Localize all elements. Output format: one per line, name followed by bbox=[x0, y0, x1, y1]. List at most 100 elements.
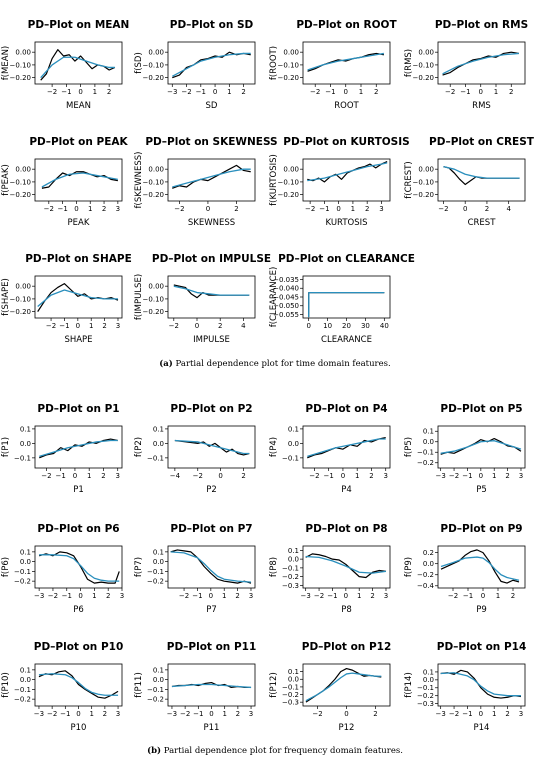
x-tick-label: −3 bbox=[167, 88, 177, 96]
x-tick-label: 1 bbox=[494, 88, 498, 96]
x-tick-label: −3 bbox=[436, 710, 446, 718]
plot-title: PD–Plot on P2 bbox=[170, 403, 252, 415]
x-axis-label: P14 bbox=[474, 723, 490, 733]
pd-plot-p11: PD–Plot on P11 −3 −2 −1 0 1 2 3 0.1 0.0 −0.1 −0.2 P1… bbox=[134, 641, 256, 733]
y-tick-label: 0.00 bbox=[15, 166, 31, 174]
x-tick-label: −2 bbox=[174, 205, 184, 213]
smooth-line bbox=[41, 172, 118, 188]
y-tick-label: 0.0 bbox=[153, 440, 164, 448]
pd-plot-p1: PD–Plot on P1 −2 −1 0 1 2 3 0.1 0.0 −0.1 P1 f(P1) bbox=[1, 403, 123, 495]
pd-plot-p14: PD–Plot on P14 −3 −2 −1 0 1 2 3 0.10.0−0.1−0.2−0… bbox=[404, 641, 526, 733]
y-axis-label: f(MEAN) bbox=[1, 46, 11, 81]
x-tick-label: 2 bbox=[365, 205, 369, 213]
plot-frame bbox=[437, 158, 526, 202]
plot-title: PD–Plot on SHAPE bbox=[25, 253, 132, 265]
y-axis-label: f(SD) bbox=[134, 52, 144, 74]
x-tick-label: −2 bbox=[46, 322, 56, 330]
x-tick-label: 0 bbox=[76, 322, 80, 330]
x-tick-label: −3 bbox=[301, 592, 311, 600]
x-tick-label: −2 bbox=[449, 710, 459, 718]
plot-title: PD–Plot on P7 bbox=[170, 523, 252, 535]
pd-line bbox=[307, 52, 384, 72]
pd-plot-p7: PD–Plot on P7 −2 −1 0 1 2 3 0.1 0.0 −0.1 −0.2 P7 f(P… bbox=[134, 523, 256, 615]
x-tick-label: 0 bbox=[479, 710, 483, 718]
smooth-line bbox=[305, 672, 382, 702]
caption-frequency-domain: (b) Partial dependence plot for frequenc… bbox=[147, 745, 403, 756]
x-tick-label: 3 bbox=[519, 472, 523, 480]
pd-plot-peak: PD–Plot on PEAK −2 −1 0 1 2 3 0.00 −0.10 −0.20 PEA… bbox=[1, 136, 129, 228]
y-tick-label: −0.1 bbox=[417, 449, 434, 457]
x-tick-label: −2 bbox=[448, 592, 458, 600]
y-tick-label: −0.2 bbox=[147, 578, 164, 586]
caption-time-domain: (a) Partial dependence plot for time dom… bbox=[159, 358, 390, 369]
smooth-line bbox=[173, 285, 250, 296]
y-tick-label: −0.1 bbox=[147, 686, 164, 694]
x-tick-label: −2 bbox=[169, 322, 179, 330]
x-tick-label: 4 bbox=[241, 322, 246, 330]
pd-line bbox=[37, 283, 119, 312]
x-axis-label: P9 bbox=[476, 605, 487, 615]
smooth-line bbox=[39, 554, 120, 582]
smooth-line bbox=[307, 162, 388, 182]
y-tick-label: 0.1 bbox=[288, 547, 299, 555]
pd-plot-p6: PD–Plot on P6 −3 −2 −1 0 1 2 3 0.1 0.0 −0.1 −0.2 P6 f… bbox=[1, 523, 124, 615]
x-tick-label: 1 bbox=[87, 472, 91, 480]
y-axis-label: f(P1) bbox=[1, 437, 11, 457]
plot-frame bbox=[34, 158, 123, 202]
x-axis-label: CREST bbox=[468, 218, 497, 228]
pd-line bbox=[305, 667, 382, 703]
y-tick-label: 0.0 bbox=[20, 440, 31, 448]
y-axis-label: f(IMPULSE) bbox=[134, 274, 144, 320]
pd-plot-p12: PD–Plot on P12 −2 0 2 0.10.0−0.1−0.2−0.3 P12 f… bbox=[269, 641, 391, 733]
y-tick-label: 0.00 bbox=[418, 49, 434, 57]
y-tick-label: 0.1 bbox=[288, 668, 299, 676]
x-tick-label: 20 bbox=[342, 322, 351, 330]
smooth-line bbox=[307, 438, 386, 458]
y-tick-label: −0.2 bbox=[147, 696, 164, 704]
x-tick-label: 2 bbox=[241, 472, 245, 480]
x-tick-label: −2 bbox=[193, 472, 203, 480]
y-tick-label: −0.20 bbox=[10, 191, 31, 199]
plot-frame bbox=[437, 545, 526, 589]
x-tick-label: 2 bbox=[485, 205, 489, 213]
y-tick-label: −0.2 bbox=[282, 573, 299, 581]
plot-title: PD–Plot on CREST bbox=[429, 136, 535, 148]
x-tick-label: 3 bbox=[383, 472, 387, 480]
pd-plot-rms: PD–Plot on RMS −2 −1 0 1 2 0.00 −0.10 −0.20 RMS f(… bbox=[404, 19, 528, 111]
y-tick-label: 0.1 bbox=[20, 425, 31, 433]
y-axis-label: f(ROOT) bbox=[269, 46, 279, 80]
x-axis-label: P1 bbox=[73, 485, 84, 495]
pd-line bbox=[170, 549, 252, 584]
x-tick-label: 1 bbox=[492, 472, 496, 480]
x-tick-label: 0 bbox=[344, 710, 348, 718]
plot-title: PD–Plot on RMS bbox=[435, 19, 528, 31]
x-tick-label: 3 bbox=[249, 710, 253, 718]
plot-frame bbox=[34, 545, 123, 589]
x-tick-label: 0 bbox=[206, 205, 210, 213]
smooth-line bbox=[440, 440, 522, 454]
x-tick-label: 0 bbox=[73, 472, 77, 480]
y-tick-label: 0.0 bbox=[288, 676, 299, 684]
y-tick-label: −0.20 bbox=[413, 191, 434, 199]
y-tick-label: −0.035 bbox=[273, 276, 299, 284]
y-tick-label: −0.10 bbox=[10, 178, 31, 186]
x-axis-label: PEAK bbox=[68, 218, 90, 228]
x-tick-label: 2 bbox=[369, 472, 373, 480]
plot-frame bbox=[302, 158, 391, 202]
pd-line bbox=[440, 669, 522, 699]
pd-line bbox=[38, 551, 120, 584]
smooth-line bbox=[172, 168, 251, 188]
y-tick-label: 0.0 bbox=[423, 438, 434, 446]
pd-line bbox=[440, 549, 520, 584]
y-tick-label: 0.1 bbox=[423, 668, 434, 676]
x-tick-label: 0 bbox=[341, 472, 345, 480]
x-axis-label: SD bbox=[206, 101, 218, 111]
x-tick-label: 1 bbox=[357, 592, 361, 600]
y-tick-label: −0.10 bbox=[413, 178, 434, 186]
y-axis-label: f(SKEWNESS) bbox=[134, 152, 144, 209]
smooth-line bbox=[308, 291, 385, 318]
smooth-line bbox=[37, 289, 118, 308]
x-tick-label: 1 bbox=[89, 322, 93, 330]
y-axis-label: f(P10) bbox=[1, 672, 11, 698]
y-tick-label: −0.20 bbox=[143, 191, 164, 199]
